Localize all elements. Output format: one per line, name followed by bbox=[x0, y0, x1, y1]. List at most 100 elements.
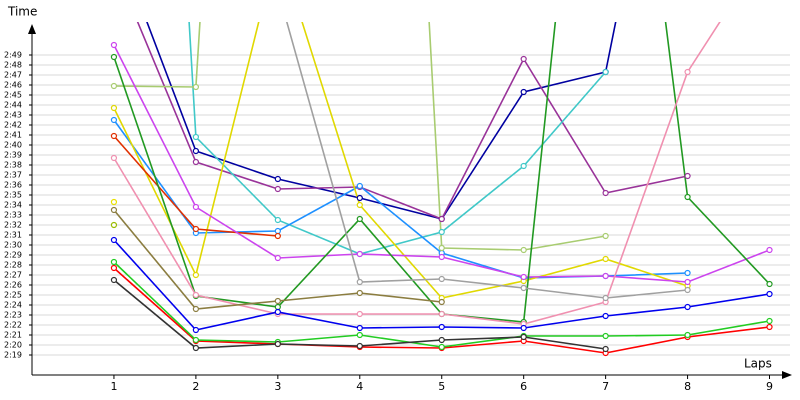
y-tick-label: 2:21 bbox=[4, 331, 22, 340]
data-point bbox=[274, 308, 281, 316]
series-line bbox=[188, 22, 607, 255]
data-point bbox=[356, 331, 363, 339]
x-tick-label: 7 bbox=[602, 380, 609, 393]
y-tick-label: 2:47 bbox=[4, 71, 22, 80]
data-point bbox=[192, 305, 199, 313]
y-tick-label: 2:37 bbox=[4, 171, 22, 180]
data-point bbox=[684, 269, 691, 277]
data-point bbox=[438, 253, 445, 261]
data-point bbox=[684, 278, 691, 286]
y-tick-label: 2:25 bbox=[4, 291, 22, 300]
data-point bbox=[520, 88, 527, 96]
data-point bbox=[356, 215, 363, 223]
data-point bbox=[356, 201, 363, 209]
y-tick-label: 2:34 bbox=[4, 201, 22, 210]
data-point bbox=[274, 216, 281, 224]
y-tick-label: 2:27 bbox=[4, 271, 22, 280]
y-tick-label: 2:20 bbox=[4, 341, 22, 350]
data-point bbox=[110, 154, 118, 162]
data-point bbox=[602, 312, 609, 320]
series-line bbox=[146, 22, 617, 220]
data-point bbox=[438, 244, 445, 252]
data-point bbox=[520, 246, 527, 254]
data-point bbox=[274, 254, 281, 262]
y-tick-label: 2:32 bbox=[4, 221, 22, 230]
data-point bbox=[438, 323, 445, 331]
data-point bbox=[766, 323, 773, 331]
data-point bbox=[192, 291, 199, 299]
data-point bbox=[766, 246, 773, 254]
y-tick-label: 2:22 bbox=[4, 321, 22, 330]
data-point bbox=[602, 294, 609, 302]
data-point bbox=[602, 332, 609, 340]
series-line bbox=[113, 22, 688, 299]
data-point bbox=[684, 286, 691, 294]
y-tick-label: 2:39 bbox=[4, 151, 22, 160]
data-point bbox=[684, 172, 691, 180]
data-point bbox=[274, 297, 281, 305]
y-tick-label: 2:19 bbox=[4, 351, 22, 360]
y-tick-label: 2:44 bbox=[4, 101, 22, 110]
y-tick-label: 2:43 bbox=[4, 111, 22, 120]
y-tick-label: 2:36 bbox=[4, 181, 22, 190]
plot-area bbox=[110, 22, 773, 357]
data-point bbox=[520, 324, 527, 332]
series-line bbox=[136, 22, 688, 221]
data-point bbox=[192, 326, 199, 334]
data-point bbox=[110, 41, 118, 49]
data-point bbox=[602, 345, 609, 353]
data-point bbox=[274, 227, 281, 235]
y-tick-label: 2:40 bbox=[4, 141, 22, 150]
data-point bbox=[766, 280, 773, 288]
data-point bbox=[274, 340, 281, 348]
data-point bbox=[520, 333, 527, 341]
data-point bbox=[520, 273, 527, 281]
x-tick-label: 3 bbox=[274, 380, 281, 393]
y-tick-label: 2:31 bbox=[4, 231, 22, 240]
data-point bbox=[438, 343, 445, 351]
data-point bbox=[274, 185, 281, 193]
data-point bbox=[356, 182, 363, 190]
data-point bbox=[356, 324, 363, 332]
y-axis-arrow bbox=[28, 24, 36, 34]
x-tick-label: 2 bbox=[192, 380, 199, 393]
y-tick-label: 2:45 bbox=[4, 91, 22, 100]
data-point bbox=[110, 236, 118, 244]
data-point bbox=[274, 303, 281, 311]
data-point bbox=[520, 284, 527, 292]
data-point bbox=[602, 272, 609, 280]
x-tick-label: 6 bbox=[520, 380, 527, 393]
data-point bbox=[110, 258, 118, 266]
data-point bbox=[192, 133, 199, 141]
data-point bbox=[192, 344, 199, 352]
y-tick-label: 2:42 bbox=[4, 121, 22, 130]
series-line bbox=[285, 22, 688, 299]
data-point bbox=[438, 275, 445, 283]
y-tick-label: 2:33 bbox=[4, 211, 22, 220]
data-point bbox=[520, 55, 527, 63]
y-tick-label: 2:35 bbox=[4, 191, 22, 200]
data-point bbox=[520, 162, 527, 170]
data-point bbox=[602, 68, 609, 76]
x-tick-label: 1 bbox=[110, 380, 117, 393]
data-point bbox=[110, 53, 118, 61]
data-point bbox=[192, 158, 199, 166]
data-point bbox=[684, 193, 691, 201]
data-point bbox=[356, 342, 363, 350]
data-point bbox=[192, 203, 199, 211]
y-tick-label: 2:48 bbox=[4, 61, 22, 70]
x-tick-label: 9 bbox=[766, 380, 773, 393]
data-point bbox=[356, 278, 363, 286]
y-tick-label: 2:46 bbox=[4, 81, 22, 90]
data-point bbox=[438, 215, 445, 223]
data-point bbox=[274, 175, 281, 183]
data-point bbox=[192, 147, 199, 155]
data-point bbox=[356, 310, 363, 318]
data-point bbox=[192, 225, 199, 233]
x-axis-label: Laps bbox=[744, 357, 772, 371]
data-point bbox=[684, 303, 691, 311]
y-tick-label: 2:24 bbox=[4, 301, 22, 310]
data-point bbox=[438, 310, 445, 318]
y-tick-label: 2:28 bbox=[4, 261, 22, 270]
series-line bbox=[113, 119, 688, 279]
